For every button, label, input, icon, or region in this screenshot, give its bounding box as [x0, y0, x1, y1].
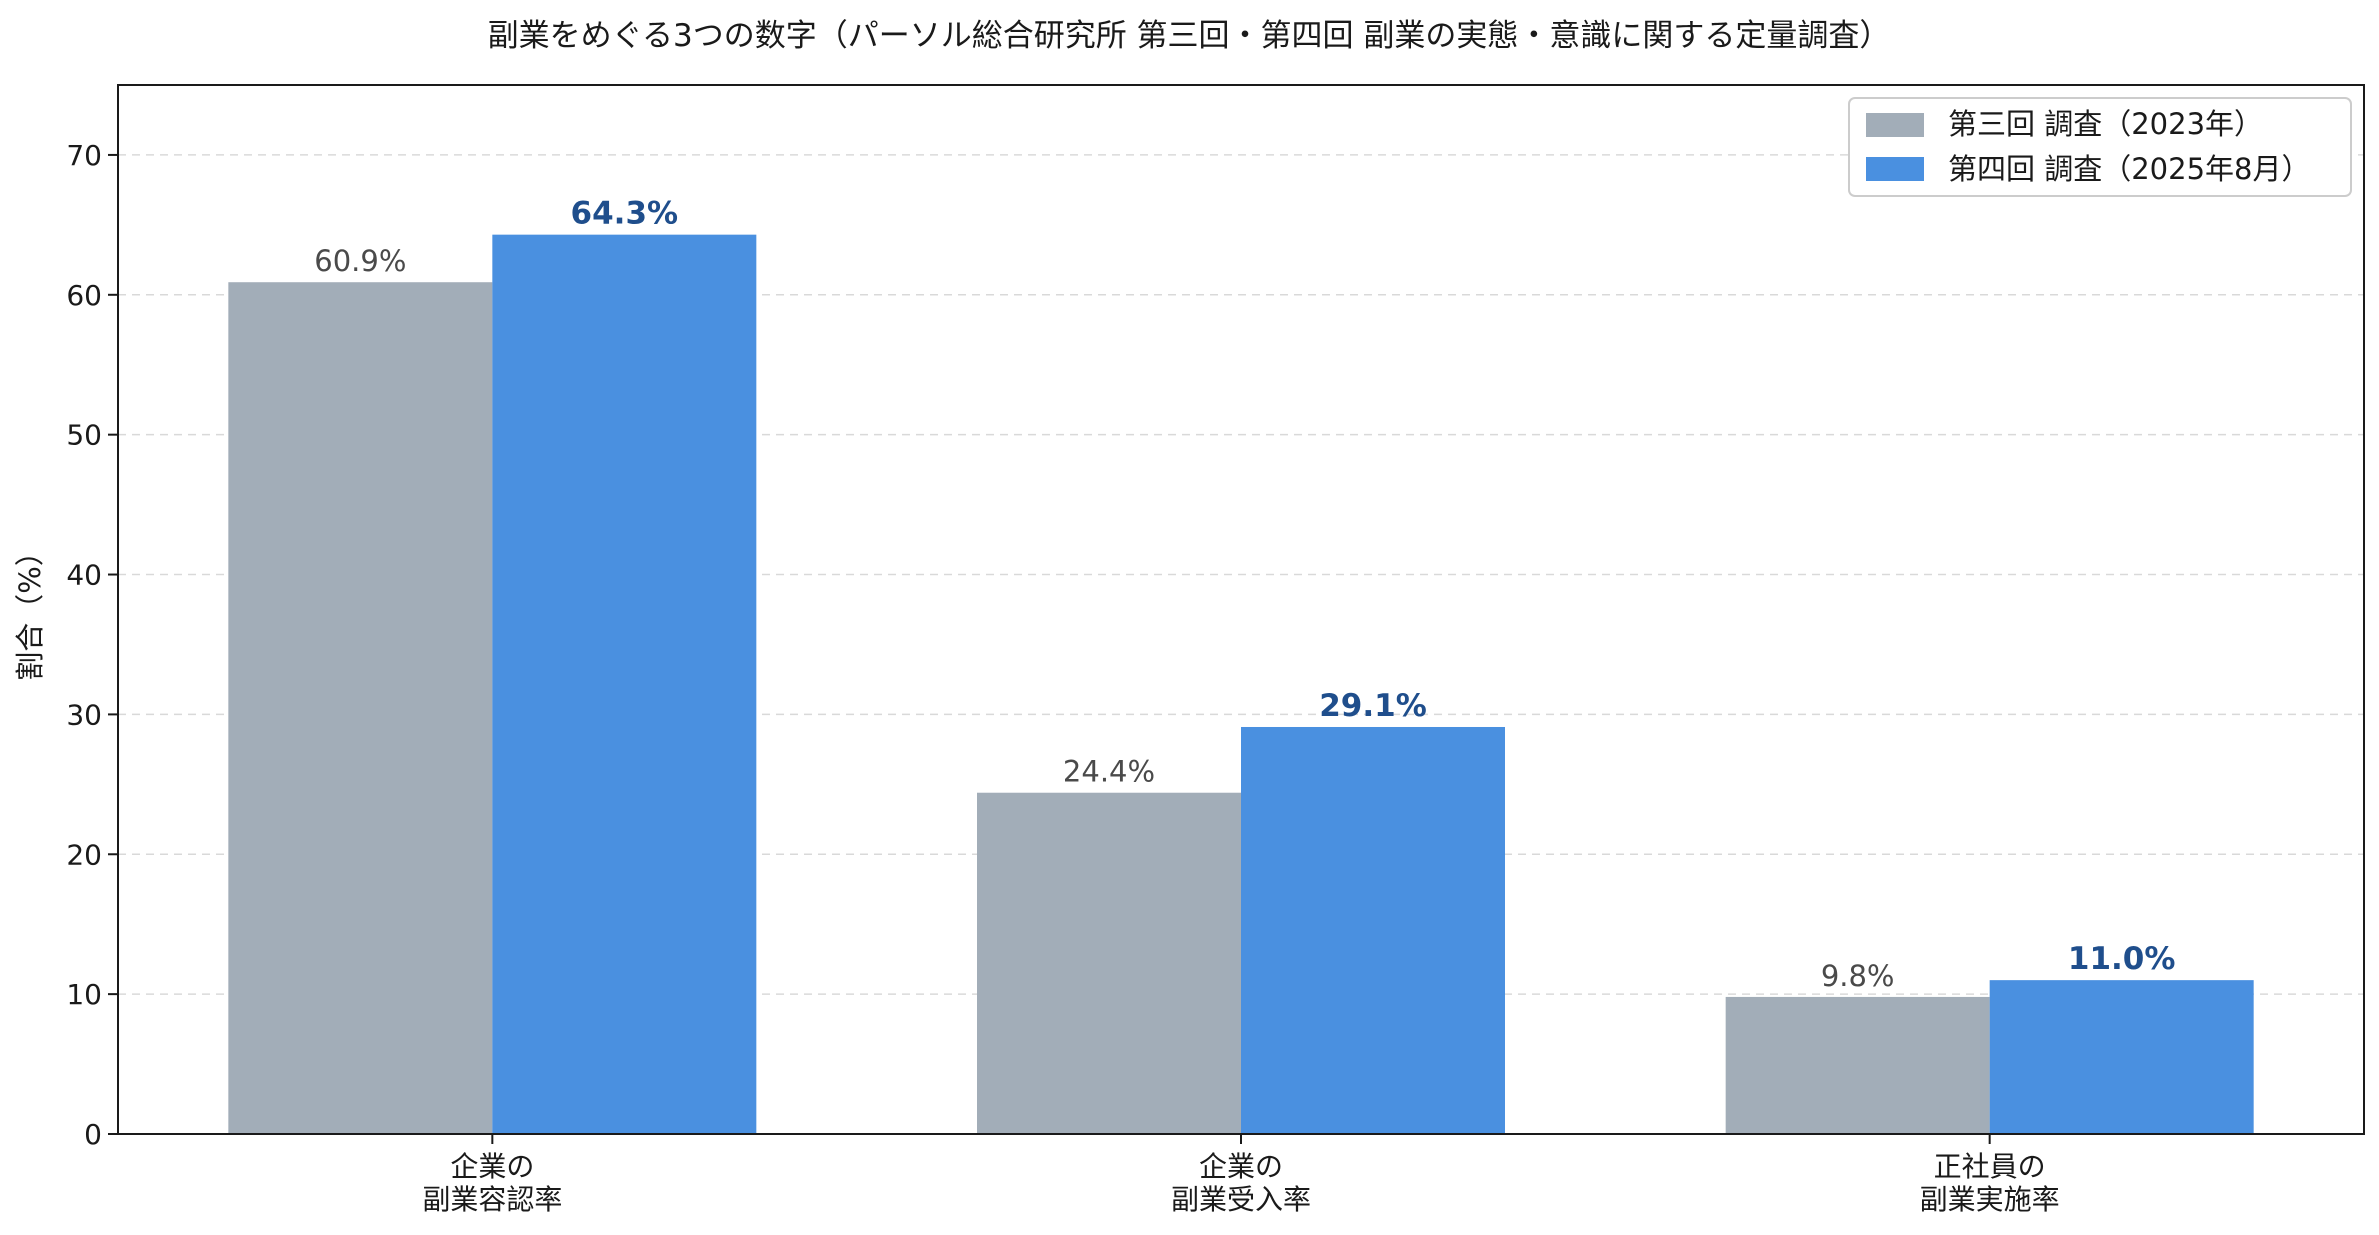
bar-series-1-cat-2	[977, 792, 1241, 1134]
y-tick-label: 60	[66, 279, 102, 312]
y-tick-label: 30	[66, 698, 102, 731]
y-tick-label: 50	[66, 419, 102, 452]
legend-frame	[1848, 97, 2352, 197]
data-label-series-2-cat-2: 29.1%	[1319, 688, 1427, 724]
bar-series-2-cat-1	[492, 234, 757, 1134]
bar-series-1-cat-3	[1725, 996, 1990, 1134]
y-tick-label: 70	[66, 139, 102, 172]
x-tick-label: 副業容認率	[422, 1183, 562, 1216]
bar-series-2-cat-3	[1989, 980, 2254, 1134]
legend: 第三回 調査（2023年） 第四回 調査（2025年8月）	[1848, 97, 2352, 197]
legend-label-series-2: 第四回 調査（2025年8月）	[1948, 152, 2310, 186]
x-tick-label: 企業の	[450, 1150, 534, 1183]
chart-title: 副業をめぐる3つの数字（パーソル総合研究所 第三回・第四回 副業の実態・意識に関…	[488, 18, 1891, 54]
y-tick-label: 20	[66, 838, 102, 871]
data-label-series-1-cat-3: 9.8%	[1821, 959, 1895, 993]
x-tick-label: 正社員の	[1934, 1150, 2046, 1183]
x-tick-label: 企業の	[1199, 1150, 1283, 1183]
y-tick-label: 10	[66, 978, 102, 1011]
data-label-series-1-cat-1: 60.9%	[314, 244, 406, 278]
y-tick-label: 40	[66, 559, 102, 592]
bar-series-2-cat-2	[1241, 726, 1505, 1134]
bars	[228, 234, 2254, 1134]
data-label-series-2-cat-1: 64.3%	[571, 196, 679, 232]
y-axis-ticks: 0 10 20 30 40 50 60 70	[66, 139, 118, 1151]
data-labels: 60.9% 64.3% 24.4% 29.1% 9.8% 11.0%	[314, 196, 2175, 993]
legend-swatch-series-1	[1866, 113, 1924, 137]
y-tick-label: 0	[84, 1118, 102, 1151]
data-label-series-2-cat-3: 11.0%	[2068, 941, 2176, 977]
y-axis-label: 割合（%）	[13, 537, 47, 681]
data-label-series-1-cat-2: 24.4%	[1063, 755, 1155, 789]
x-tick-label: 副業受入率	[1171, 1183, 1311, 1216]
legend-label-series-1: 第三回 調査（2023年）	[1948, 107, 2263, 141]
bar-series-1-cat-1	[228, 282, 493, 1134]
x-tick-label: 副業実施率	[1920, 1183, 2060, 1216]
legend-swatch-series-2	[1866, 157, 1924, 181]
